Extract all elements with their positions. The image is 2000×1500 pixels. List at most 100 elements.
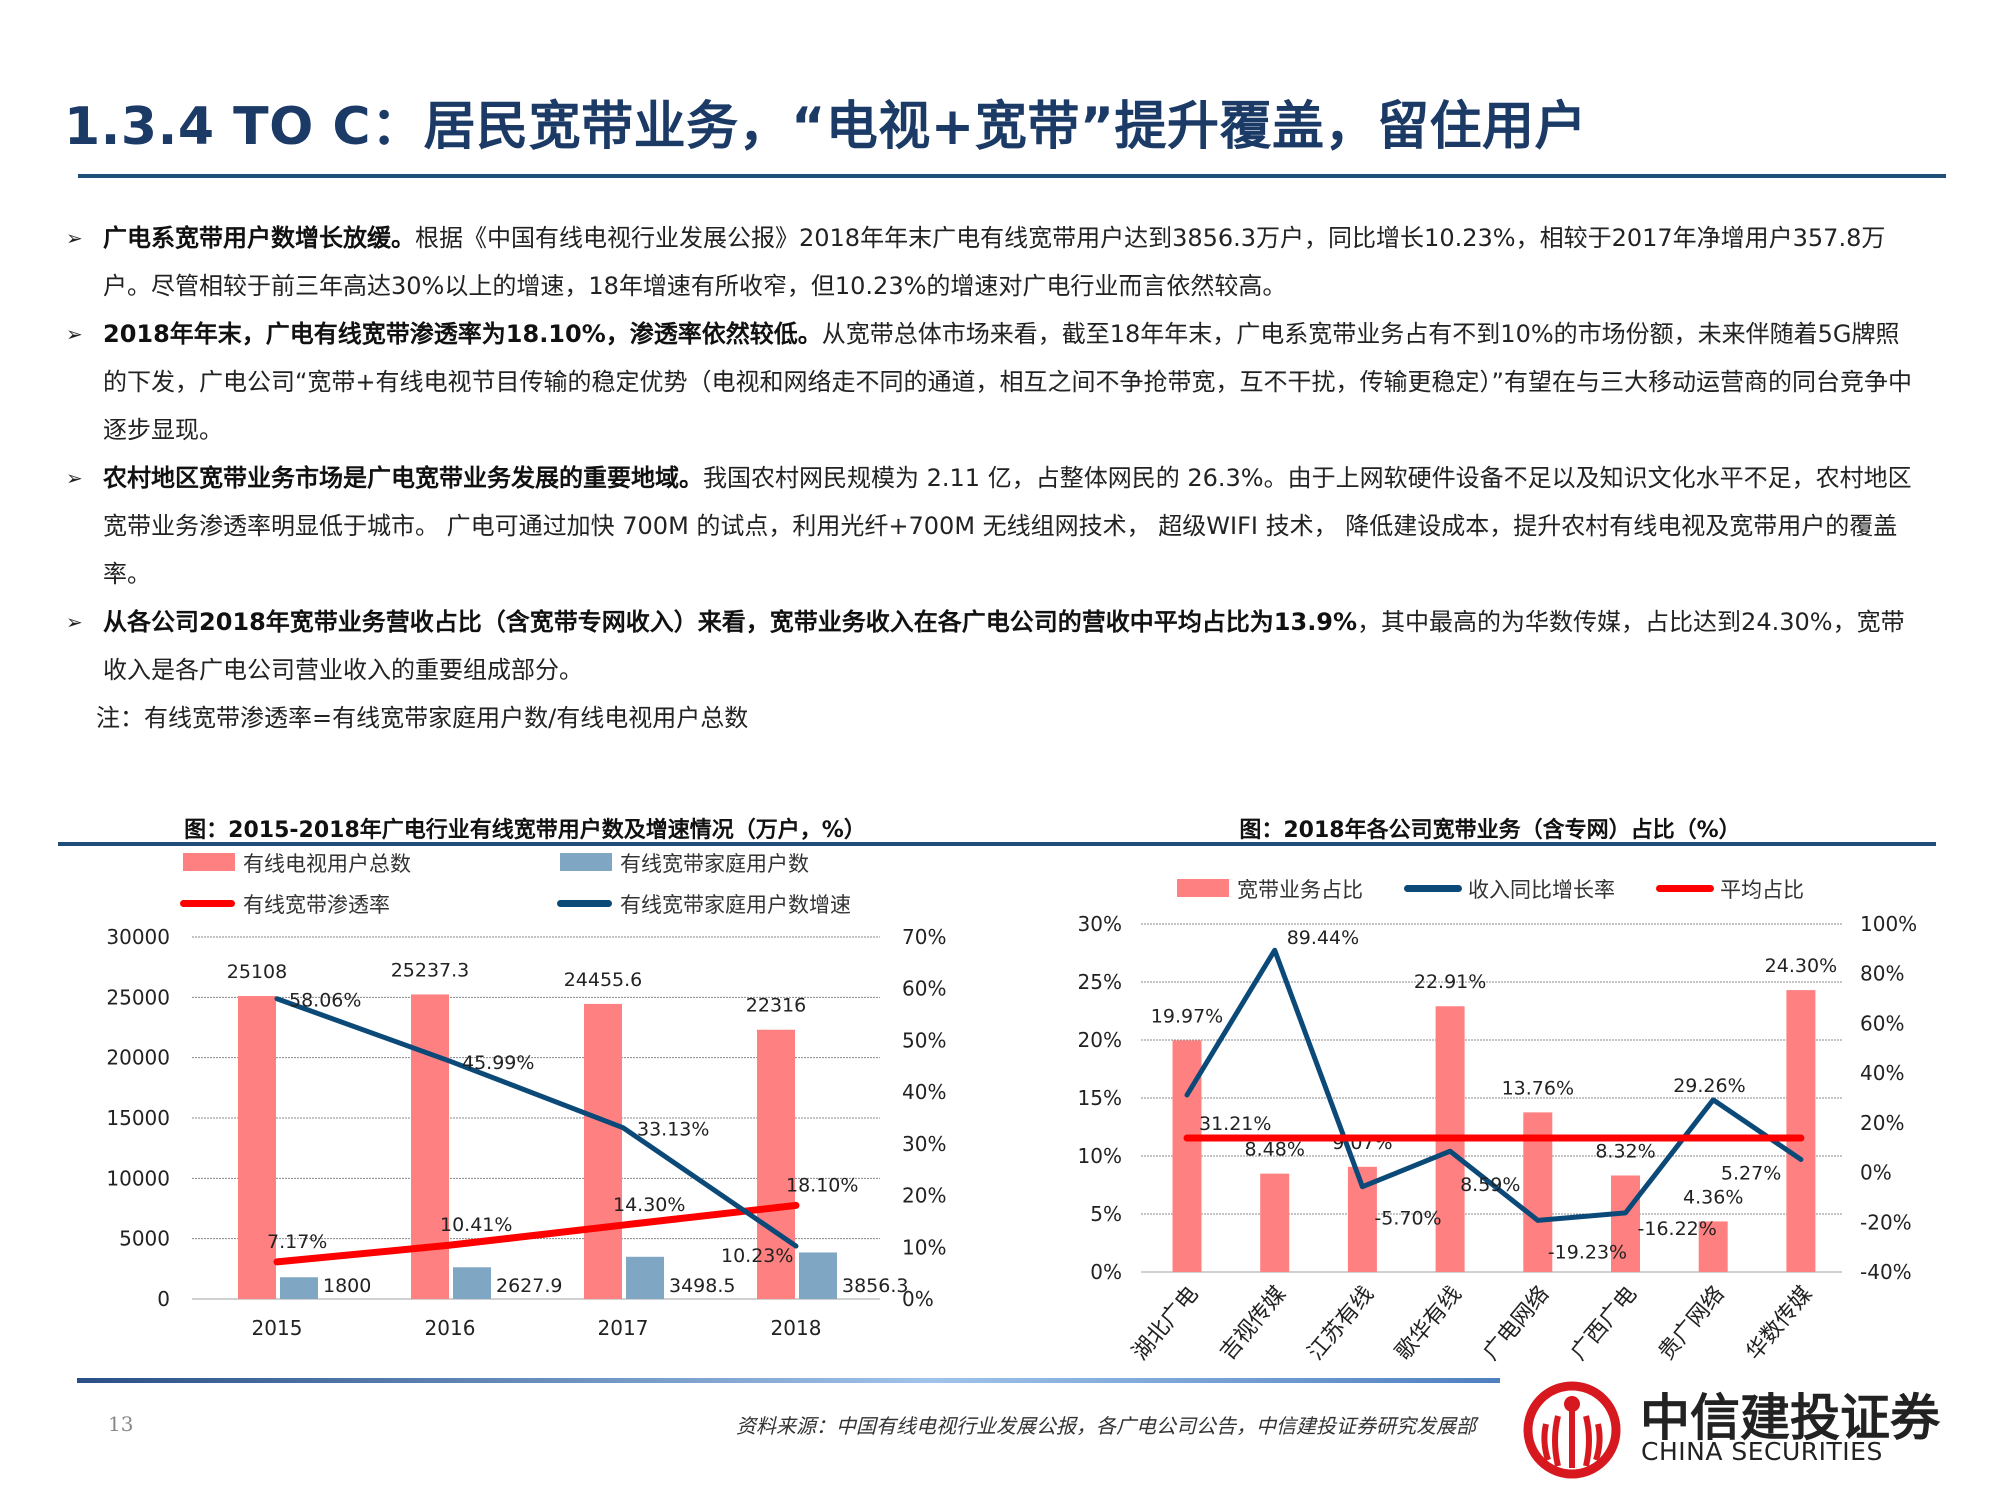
legend-line-penetration	[180, 900, 235, 907]
y-tick-label: 10%	[1078, 1144, 1122, 1168]
y-tick-label: 30000	[106, 925, 170, 949]
chart-title-users: 图：2015-2018年广电行业有线宽带用户数及增速情况（万户，%）	[184, 818, 866, 843]
y-tick-label: 10000	[106, 1166, 170, 1190]
bar	[1260, 1173, 1290, 1272]
page-title: 1.3.4 TO C：居民宽带业务，“电视+宽带”提升覆盖，留住用户	[64, 97, 1588, 157]
category-label: 歌华有线	[1391, 1282, 1467, 1365]
category-label: 2017	[598, 1316, 649, 1340]
bullet-text: 从宽带总体市场来看，截至18年年末，广电系宽带业务占有不到10%的市场份额，未来…	[103, 320, 1912, 444]
bullet-paragraph: ➢ 2018年年末，广电有线宽带渗透率为18.10%，渗透率依然较低。从宽带总体市…	[66, 310, 1916, 454]
bar	[584, 1003, 622, 1299]
legend-label: 有线电视用户总数	[243, 852, 411, 876]
data-label: -19.23%	[1548, 1241, 1627, 1263]
data-label: 7.17%	[267, 1231, 327, 1253]
legend-swatch-tv-users	[183, 853, 235, 871]
y-tick-label: 5%	[1090, 1202, 1122, 1226]
category-label: 2016	[425, 1316, 476, 1340]
y-tick-label: 15000	[106, 1106, 170, 1130]
data-label: -16.22%	[1638, 1218, 1717, 1240]
legend-label: 收入同比增长率	[1468, 878, 1615, 902]
y2-tick-label: 20%	[902, 1184, 946, 1208]
chart-title-divider	[58, 842, 1936, 846]
bar	[626, 1256, 664, 1299]
footer-divider	[77, 1378, 1500, 1383]
legend-label: 有线宽带家庭用户数	[620, 852, 809, 876]
y-tick-label: 25000	[106, 985, 170, 1009]
data-label: 10.41%	[440, 1214, 512, 1236]
bar	[799, 1252, 837, 1299]
legend-label: 宽带业务占比	[1237, 878, 1363, 902]
china-securities-logo-icon	[1523, 1381, 1621, 1479]
title-divider	[78, 174, 1946, 178]
y2-tick-label: 0%	[902, 1287, 934, 1311]
bar	[1698, 1221, 1728, 1272]
data-label: 1800	[323, 1275, 371, 1297]
y-tick-label: 0	[157, 1287, 170, 1311]
series-line	[1184, 947, 1804, 1223]
y2-tick-label: 20%	[1860, 1111, 1904, 1135]
data-label: 13.76%	[1502, 1077, 1574, 1099]
data-label: 58.06%	[289, 990, 361, 1012]
page-number: 13	[108, 1412, 134, 1436]
y2-tick-label: 30%	[902, 1132, 946, 1156]
bar	[757, 1029, 795, 1299]
data-label: 31.21%	[1199, 1113, 1271, 1135]
category-label: 2015	[252, 1316, 303, 1340]
note: 注：有线宽带渗透率=有线宽带家庭用户数/有线电视用户总数	[96, 704, 749, 732]
data-label: 5.27%	[1721, 1162, 1781, 1184]
arrow-bullet-icon: ➢	[66, 226, 83, 250]
legend-swatch-share	[1177, 879, 1229, 897]
bullet-text: 根据《中国有线电视行业发展公报》2018年年末广电有线宽带用户达到3856.3万…	[103, 224, 1886, 300]
legend-swatch-broadband-users	[560, 853, 612, 871]
source-note: 资料来源：中国有线电视行业发展公报，各广电公司公告，中信建投证券研究发展部	[736, 1414, 1476, 1438]
data-label: -5.70%	[1374, 1208, 1441, 1230]
y2-tick-label: 60%	[902, 977, 946, 1001]
y2-tick-label: 10%	[902, 1235, 946, 1259]
data-label: 29.26%	[1673, 1075, 1745, 1097]
body-text: ➢ 广电系宽带用户数增长放缓。根据《中国有线电视行业发展公报》2018年年末广电有…	[66, 214, 1916, 742]
bullet-text: ，其中最高的为华数传媒，占比达到24.30%，宽带收入是各广电公司营业收入的重要…	[103, 608, 1905, 684]
y-tick-label: 20%	[1078, 1028, 1122, 1052]
data-label: 2627.9	[496, 1275, 562, 1297]
y2-tick-label: -20%	[1860, 1210, 1912, 1234]
bullet-paragraph: ➢ 从各公司2018年宽带业务营收占比（含宽带专网收入）来看，宽带业务收入在各广电…	[66, 598, 1916, 694]
data-label: 3856.3	[842, 1275, 908, 1297]
data-label: 4.36%	[1683, 1186, 1743, 1208]
category-label: 湖北广电	[1128, 1282, 1204, 1365]
data-label: 19.97%	[1151, 1005, 1223, 1027]
category-label: 2018	[771, 1316, 822, 1340]
y-tick-label: 25%	[1078, 970, 1122, 994]
bar	[280, 1277, 318, 1299]
bullet-lead: 从各公司2018年宽带业务营收占比（含宽带专网收入）来看，宽带业务收入在各广电公…	[103, 608, 1358, 636]
category-label: 吉视传媒	[1216, 1282, 1292, 1365]
legend-label: 有线宽带家庭用户数增速	[620, 893, 851, 917]
legend-line-growth	[557, 900, 612, 907]
data-label: 24455.6	[564, 969, 643, 991]
data-label: 8.32%	[1595, 1140, 1655, 1162]
series-line	[273, 1201, 800, 1266]
legend-line-revenue-growth	[1404, 885, 1462, 892]
y2-tick-label: -40%	[1860, 1260, 1912, 1284]
category-label: 广西广电	[1566, 1282, 1642, 1365]
bullet-paragraph: ➢ 广电系宽带用户数增长放缓。根据《中国有线电视行业发展公报》2018年年末广电有…	[66, 214, 1916, 310]
logo-text-en: CHINA SECURITIES	[1641, 1437, 1883, 1466]
y2-tick-label: 40%	[902, 1080, 946, 1104]
y2-tick-label: 80%	[1860, 962, 1904, 986]
legend-line-average	[1656, 885, 1714, 892]
data-label: 24.30%	[1765, 955, 1837, 977]
bullet-paragraph: ➢ 农村地区宽带业务市场是广电宽带业务发展的重要地域。我国农村网民规模为 2.11…	[66, 454, 1916, 598]
category-label: 江苏有线	[1303, 1282, 1379, 1365]
series-line	[274, 996, 799, 1249]
bullet-lead: 2018年年末，广电有线宽带渗透率为18.10%，渗透率依然较低。	[103, 320, 822, 348]
bar	[453, 1267, 491, 1299]
data-label: 8.48%	[1245, 1139, 1305, 1161]
bullet-lead: 广电系宽带用户数增长放缓。	[103, 224, 415, 252]
data-label: 18.10%	[786, 1174, 858, 1196]
bar	[238, 996, 276, 1299]
category-label: 广电网络	[1479, 1282, 1555, 1365]
data-label: 33.13%	[637, 1119, 709, 1141]
category-label: 贵广网络	[1654, 1282, 1730, 1365]
data-label: 45.99%	[462, 1052, 534, 1074]
logo-text-cn: 中信建投证券	[1640, 1389, 1940, 1447]
